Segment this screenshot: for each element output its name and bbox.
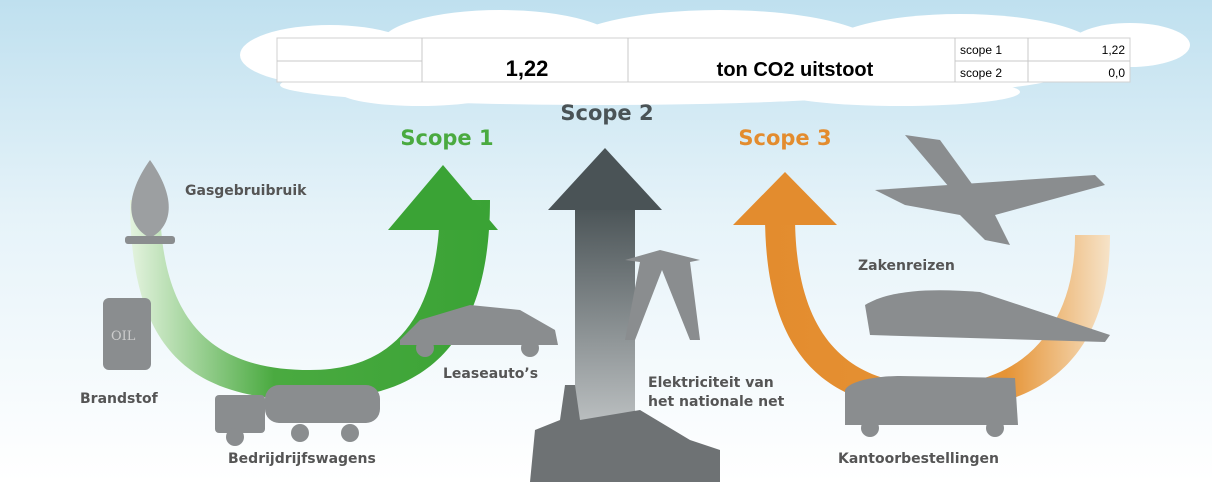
scope3-arrow bbox=[765, 215, 1110, 410]
item-label: Kantoorbestellingen bbox=[838, 451, 999, 467]
total-value: 1,22 bbox=[506, 56, 549, 81]
scope1-arrow bbox=[130, 200, 490, 400]
item-label: Brandstof bbox=[80, 391, 159, 407]
scope2-arrowhead bbox=[548, 148, 662, 210]
item-label: het nationale net bbox=[648, 394, 785, 410]
scope-title: Scope 1 bbox=[400, 126, 493, 150]
item-label: Elektriciteit van bbox=[648, 375, 774, 391]
sheet-grid bbox=[276, 37, 1131, 83]
item-label: Gasgebruibruik bbox=[185, 183, 307, 199]
scope-title: Scope 3 bbox=[738, 126, 831, 150]
svg-text:OIL: OIL bbox=[111, 329, 136, 344]
scope-value: 1,22 bbox=[1102, 43, 1126, 57]
scope-value: 0,0 bbox=[1108, 66, 1125, 80]
scope3-arrowhead bbox=[733, 172, 837, 225]
clouds bbox=[240, 10, 1190, 106]
scope1-arrowhead bbox=[388, 165, 498, 230]
scope-label: scope 1 bbox=[960, 43, 1002, 57]
scope-title: Scope 2 bbox=[560, 101, 653, 125]
scope-label: scope 2 bbox=[960, 66, 1002, 80]
icons: OIL bbox=[103, 135, 1110, 482]
item-label: Bedrijdrijfswagens bbox=[228, 451, 376, 467]
item-label: Leaseauto’s bbox=[443, 366, 538, 382]
unit-label: ton CO2 uitstoot bbox=[717, 59, 874, 81]
item-label: Zakenreizen bbox=[858, 258, 955, 274]
